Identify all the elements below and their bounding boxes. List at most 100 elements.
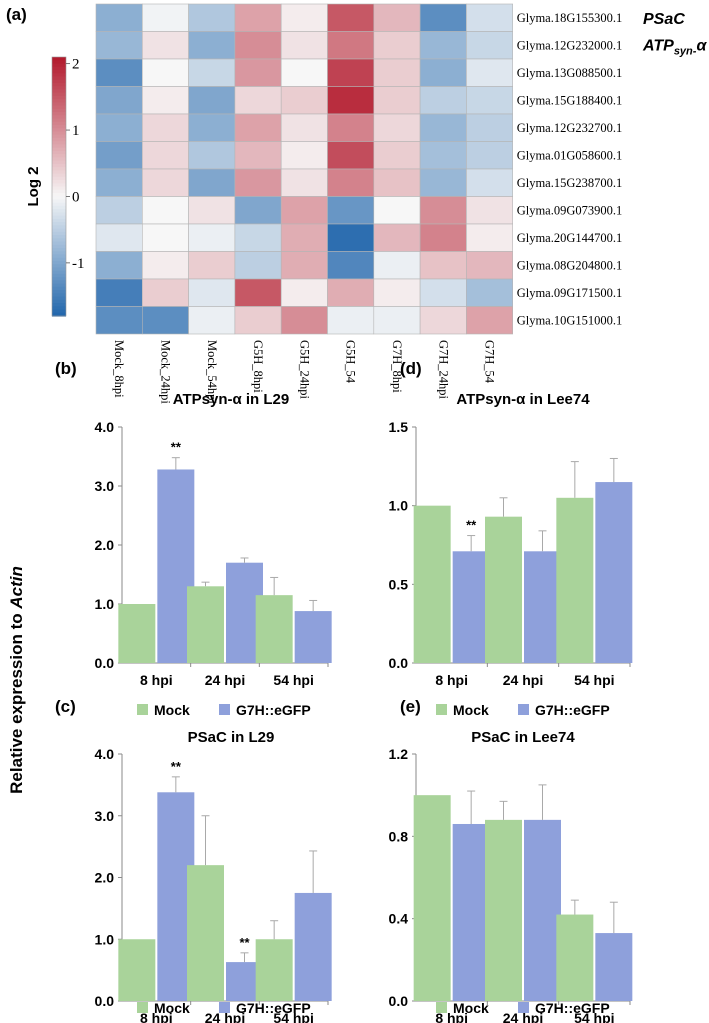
heatmap-cell bbox=[373, 168, 421, 197]
annotation-psac: PSaC bbox=[643, 11, 685, 28]
heatmap-cell bbox=[373, 86, 421, 115]
x-tick-label: 8 hpi bbox=[140, 1010, 173, 1023]
heatmap-cell bbox=[142, 141, 189, 170]
heatmap-cell bbox=[327, 251, 375, 280]
x-tick-label: 24 hpi bbox=[503, 1010, 543, 1023]
colorbar-segment bbox=[52, 273, 66, 278]
heatmap-cell bbox=[95, 278, 143, 307]
bar-mock bbox=[556, 914, 594, 1001]
heatmap-cell bbox=[142, 168, 189, 197]
heatmap-cell bbox=[188, 278, 236, 307]
column-label: G7H_24hpi bbox=[436, 340, 450, 400]
legend-swatch-g7h bbox=[219, 1002, 230, 1013]
heatmap-cell bbox=[419, 168, 467, 197]
row-label: Glyma.12G232700.1 bbox=[517, 121, 623, 135]
heatmap-cell bbox=[327, 3, 375, 32]
colorbar-segment bbox=[52, 303, 66, 307]
colorbar-segment bbox=[52, 248, 66, 252]
x-tick-label: 54 hpi bbox=[574, 672, 614, 688]
heatmap-cell bbox=[327, 141, 375, 170]
heatmap-cell bbox=[234, 86, 282, 115]
row-label: Glyma.08G204800.1 bbox=[517, 258, 623, 272]
heatmap-cell bbox=[327, 31, 375, 60]
heatmap-cell bbox=[234, 223, 282, 252]
chart-title: ATPsyn-α in Lee74 bbox=[456, 391, 590, 408]
column-label: Mock_54hpi bbox=[205, 340, 219, 404]
colorbar-segment bbox=[52, 215, 66, 220]
colorbar-segment bbox=[52, 251, 66, 256]
colorbar-tick-label: 1 bbox=[72, 123, 80, 139]
heatmap-cell bbox=[234, 251, 282, 280]
heatmap-cell bbox=[373, 223, 421, 252]
heatmap-cell bbox=[466, 223, 513, 252]
colorbar-segment bbox=[52, 202, 66, 207]
heatmap-cell bbox=[373, 58, 421, 87]
colorbar-segment bbox=[52, 277, 66, 281]
heatmap-cell bbox=[466, 278, 513, 307]
heatmap-cell bbox=[419, 3, 467, 32]
colorbar-segment bbox=[52, 137, 66, 142]
colorbar-frame bbox=[51, 56, 67, 317]
y-tick-label: 1.0 bbox=[95, 931, 115, 947]
colorbar-tick-label: 2 bbox=[72, 57, 80, 73]
colorbar-segment bbox=[52, 222, 66, 226]
heatmap-cell bbox=[280, 113, 328, 142]
colorbar-segment bbox=[52, 57, 66, 61]
heatmap-cell bbox=[419, 223, 467, 252]
colorbar-segment bbox=[52, 160, 66, 165]
heatmap-cell bbox=[466, 58, 513, 87]
heatmap-cell bbox=[373, 3, 421, 32]
row-label: Glyma.20G144700.1 bbox=[517, 231, 623, 245]
heatmap-cell bbox=[280, 223, 328, 252]
x-tick-label: 54 hpi bbox=[273, 1010, 313, 1023]
heatmap-cell bbox=[234, 113, 282, 142]
legend-swatch-mock bbox=[137, 704, 148, 715]
colorbar-segment bbox=[52, 167, 66, 171]
heatmap-cell bbox=[188, 86, 236, 115]
colorbar-segment bbox=[52, 66, 66, 71]
significance-label: ** bbox=[171, 440, 182, 455]
column-label: G7H_8hpi bbox=[390, 340, 404, 393]
heatmap-cell bbox=[466, 306, 513, 335]
heatmap-cell bbox=[466, 196, 513, 225]
column-label: G5H_54 bbox=[344, 340, 358, 384]
y-tick-label: 0.0 bbox=[95, 655, 115, 671]
colorbar-segment bbox=[52, 306, 66, 311]
column-label: Mock_24hpi bbox=[158, 340, 172, 404]
colorbar-segment bbox=[52, 73, 66, 78]
heatmap-cell bbox=[327, 223, 375, 252]
bar-mock bbox=[556, 497, 594, 663]
bar-chart-e: PSaC in Lee74 0.0 0.4 0.8 1.2 8 hpi 24 hpi 54 h… bbox=[389, 729, 633, 1023]
row-label: Glyma.13G088500.1 bbox=[517, 66, 623, 80]
colorbar-segment bbox=[52, 157, 66, 162]
bar-mock bbox=[118, 604, 156, 663]
colorbar-segment bbox=[52, 79, 66, 84]
x-tick-label: 8 hpi bbox=[435, 672, 468, 688]
heatmap-cell bbox=[419, 86, 467, 115]
y-tick-label: 0.4 bbox=[389, 911, 409, 927]
heatmap-cell bbox=[280, 141, 328, 170]
bar-g7h bbox=[452, 823, 490, 1001]
heatmap-cell bbox=[188, 31, 236, 60]
colorbar-segment bbox=[52, 209, 66, 213]
heatmap-cell bbox=[466, 168, 513, 197]
colorbar-tick-label: 0 bbox=[72, 189, 80, 205]
y-tick-label: 2.0 bbox=[95, 537, 115, 553]
legend-swatch-g7h bbox=[518, 1002, 529, 1013]
row-label: Glyma.15G238700.1 bbox=[517, 176, 623, 190]
colorbar-segment bbox=[52, 170, 66, 175]
heatmap-cell bbox=[188, 3, 236, 32]
y-tick-label: 1.5 bbox=[389, 419, 409, 435]
colorbar-segment bbox=[52, 99, 66, 103]
heatmap-cell bbox=[466, 141, 513, 170]
heatmap-cell bbox=[466, 113, 513, 142]
heatmap-cell bbox=[280, 3, 328, 32]
panel-label-b: (b) bbox=[55, 359, 77, 378]
y-tick-label: 0.0 bbox=[389, 655, 409, 671]
heatmap-cell bbox=[234, 168, 282, 197]
heatmap-cell bbox=[280, 306, 328, 335]
colorbar-segment bbox=[52, 95, 66, 100]
heatmap-cell bbox=[142, 58, 189, 87]
heatmap-cell bbox=[142, 196, 189, 225]
colorbar-segment bbox=[52, 173, 66, 178]
